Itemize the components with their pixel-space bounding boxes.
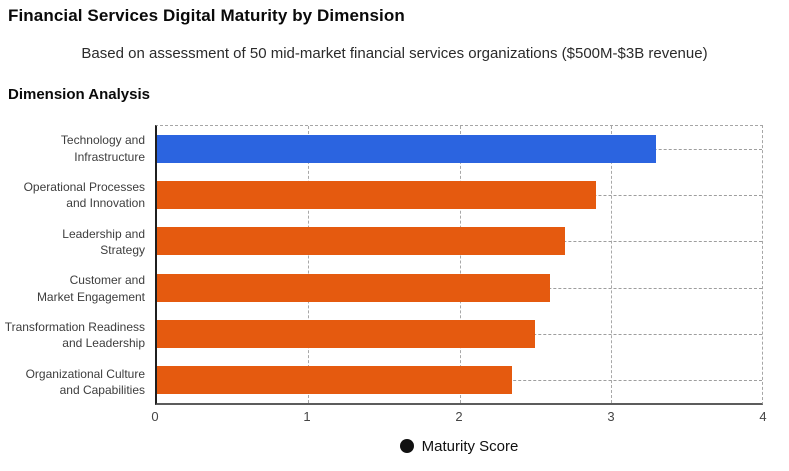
x-tick-label: 0 [151,409,159,424]
legend-marker-circle-icon [399,439,414,453]
vertical-gridline [459,126,461,403]
x-tick-label: 4 [759,409,767,424]
category-label: Operational Processes and Innovation [23,179,145,210]
category-label: Transformation Readiness and Leadership [4,319,145,350]
x-tick-label: 3 [607,409,615,424]
category-label: Organizational Culture and Capabilities [25,366,145,397]
chart-row [157,126,762,172]
legend: Maturity Score [155,436,763,456]
plot-area [155,125,763,405]
maturity-score-bar [157,135,657,164]
maturity-score-bar [157,181,596,210]
category-axis-labels: Technology and Infrastructure Operational… [0,125,145,405]
chart-row [157,218,762,264]
legend-label: Maturity Score [421,437,519,455]
x-axis-labels: 0 1 2 3 4 [151,409,767,425]
maturity-score-bar [157,273,551,302]
category-label: Technology and Infrastructure [60,133,145,164]
page-title: Financial Services Digital Maturity by D… [8,6,405,25]
chart-subtitle: Based on assessment of 50 mid-market fin… [81,45,708,62]
maturity-score-bar [157,319,536,348]
chart-row [157,172,762,218]
chart-row [157,265,762,311]
section-title: Dimension Analysis [8,86,150,103]
x-tick-label: 1 [303,409,311,424]
chart-row [157,311,762,357]
maturity-score-bar [157,227,566,256]
x-tick-label: 2 [455,409,463,424]
category-label: Customer and Market Engagement [36,273,145,304]
vertical-gridline [610,126,612,403]
category-label: Leadership and Strategy [62,226,145,257]
maturity-score-bar [157,365,513,394]
vertical-gridline [308,126,310,403]
chart-row [157,357,762,403]
